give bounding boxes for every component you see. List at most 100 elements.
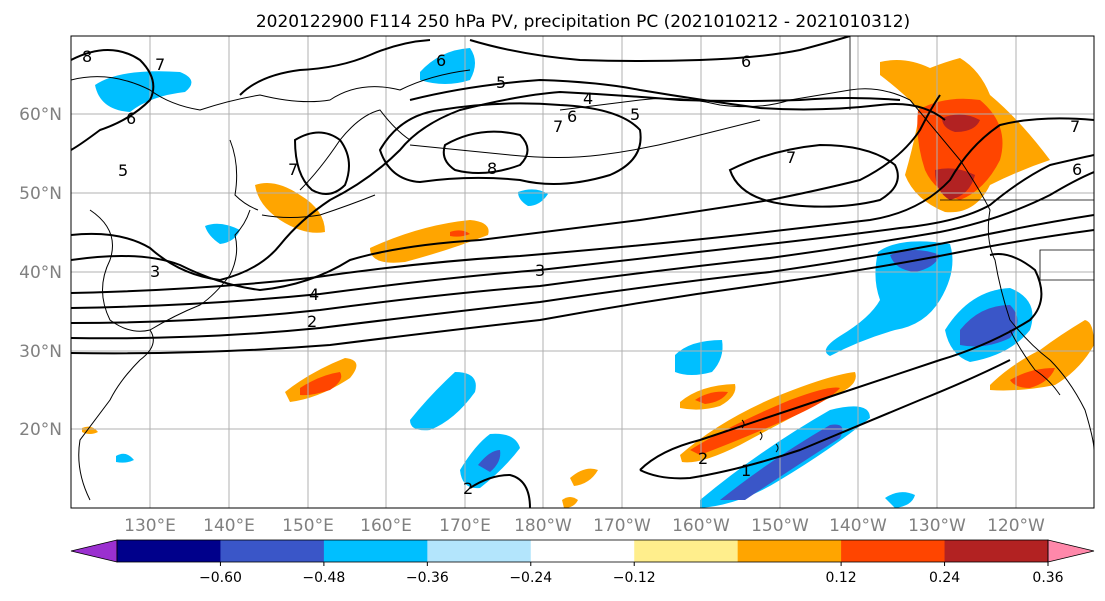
contour-label: 2 <box>463 479 473 498</box>
pv-contours <box>71 36 1094 508</box>
coastline <box>78 209 154 501</box>
pv-contour-line <box>71 171 1094 324</box>
lat-tick-label: 50°N <box>19 184 62 204</box>
precip-area-negative <box>95 71 192 112</box>
pv-contour-line <box>239 39 431 96</box>
lon-tick-label: 130°W <box>908 516 966 536</box>
precip-area-positive <box>570 468 598 486</box>
precip-area-positive <box>942 114 980 132</box>
contour-labels: 8 7 6 5 4 3 6 7 8 6 5 7 7 6 5 4 3 2 1 2 <box>82 47 1082 498</box>
contour-label: 7 <box>1070 117 1080 136</box>
colorbar-segment <box>117 540 221 562</box>
contour-label: 2 <box>698 449 708 468</box>
lat-axis-labels: 60°N 50°N 40°N 30°N 20°N <box>19 105 62 440</box>
precip-area-negative <box>518 189 548 206</box>
pv-contour-line <box>469 473 531 508</box>
colorbar-tick-label: 0.24 <box>929 570 960 586</box>
precip-area-negative <box>720 424 843 500</box>
contour-label: 6 <box>567 107 577 126</box>
lon-tick-label: 150°E <box>282 516 334 536</box>
pv-contour-line <box>71 229 1094 355</box>
pv-contour-line <box>71 214 1094 340</box>
lon-tick-label: 150°W <box>751 516 809 536</box>
contour-label: 7 <box>288 160 298 179</box>
coastline-north-america <box>909 99 1094 451</box>
colorbar-segment <box>944 540 1049 562</box>
contour-label: 5 <box>630 105 640 124</box>
coastline-japan <box>149 209 251 331</box>
colorbar-segment <box>220 540 325 562</box>
lon-axis-labels: 130°E 140°E 150°E 160°E 170°E 180°W 170°… <box>124 516 1045 536</box>
precip-area-negative <box>885 492 915 508</box>
contour-label: 7 <box>786 148 796 167</box>
contour-label: 4 <box>583 89 593 108</box>
colorbar-segment <box>634 540 739 562</box>
lon-tick-label: 140°E <box>203 516 255 536</box>
colorbar-segment <box>323 540 428 562</box>
lat-tick-label: 60°N <box>19 105 62 125</box>
colorbar: −0.60−0.48−0.36−0.24−0.120.120.240.360.4… <box>70 539 1095 586</box>
pv-contour-line <box>639 253 1043 471</box>
coastline-hawaii <box>741 419 779 453</box>
lon-tick-label: 170°E <box>439 516 491 536</box>
contour-label: 6 <box>126 109 136 128</box>
precip-area-positive <box>695 391 728 404</box>
lat-tick-label: 40°N <box>19 263 62 283</box>
pv-contour-line <box>71 49 155 151</box>
colorbar-arrow-left <box>70 539 118 563</box>
contour-label: 5 <box>496 73 506 92</box>
contour-label: 7 <box>155 55 165 74</box>
coastline-sakhalin-kurils <box>229 139 376 218</box>
precip-area-negative <box>420 48 475 84</box>
contour-label: 1 <box>741 461 751 480</box>
map-title: 2020122900 F114 250 hPa PV, precipitatio… <box>256 12 910 32</box>
precip-area-negative <box>478 450 501 472</box>
pv-contour-line <box>469 36 851 62</box>
contour-label: 3 <box>535 261 545 280</box>
pv-contour-line <box>728 143 899 208</box>
colorbar-tick-label: −0.12 <box>613 570 656 586</box>
pv-contour-line <box>293 131 350 195</box>
lon-tick-label: 170°W <box>593 516 651 536</box>
pv-contour-line <box>378 102 642 185</box>
precip-area-negative <box>116 453 134 463</box>
coastline-aleutians <box>409 119 761 158</box>
lon-tick-label: 140°W <box>829 516 887 536</box>
precip-area-positive <box>690 387 840 455</box>
lon-tick-label: 160°E <box>360 516 412 536</box>
lon-tick-label: 160°W <box>672 516 730 536</box>
contour-label: 8 <box>487 159 497 178</box>
coastlines <box>71 36 1094 501</box>
precip-area-negative <box>205 223 240 244</box>
colorbar-tick-label: −0.60 <box>199 570 242 586</box>
colorbar-segment <box>427 540 532 562</box>
colorbar-segment <box>737 540 842 562</box>
precip-area-positive <box>300 372 342 396</box>
pv-contour-line <box>442 130 529 174</box>
colorbar-tick-label: 0.12 <box>826 570 857 586</box>
colorbar-segment <box>530 540 635 562</box>
colorbar-ticks: −0.60−0.48−0.36−0.24−0.120.120.240.360.4… <box>199 562 1064 586</box>
lon-tick-label: 180°W <box>514 516 572 536</box>
precip-area-positive <box>1010 368 1055 388</box>
pv-contour-line <box>639 359 1011 480</box>
colorbar-tick-label: −0.48 <box>302 570 345 586</box>
coastline-kamchatka <box>299 109 411 191</box>
map-frame <box>70 35 1095 509</box>
colorbar-arrow-right <box>1047 539 1095 563</box>
precip-area-positive <box>935 168 975 200</box>
colorbar-segment <box>841 540 946 562</box>
contour-label: 8 <box>82 47 92 66</box>
colorbar-tick-label: −0.24 <box>509 570 552 586</box>
lat-tick-label: 20°N <box>19 420 62 440</box>
contour-label: 2 <box>307 312 317 331</box>
contour-label: 3 <box>150 262 160 281</box>
contour-label: 6 <box>741 52 751 71</box>
colorbar-tick-label: −0.36 <box>406 570 449 586</box>
coastline-baja <box>1009 329 1061 396</box>
contour-label: 6 <box>436 51 446 70</box>
contour-label: 5 <box>118 161 128 180</box>
pv-contour-line <box>71 117 1094 294</box>
pv-contour-line <box>409 78 946 121</box>
